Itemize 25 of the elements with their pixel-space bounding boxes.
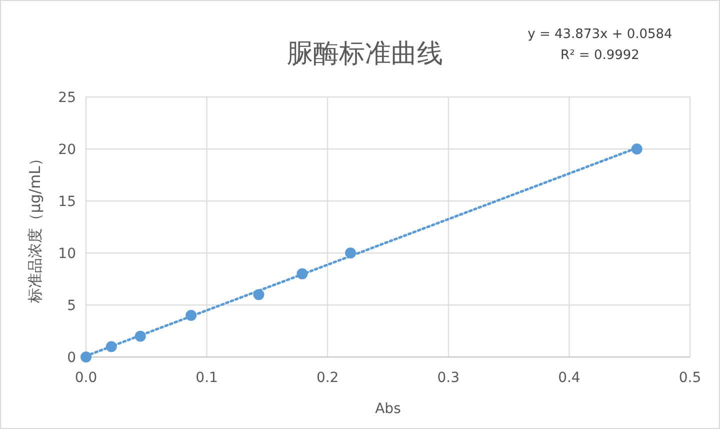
point (106, 341, 117, 352)
point (80, 352, 92, 362)
x-tick-label: 0.3 (437, 370, 460, 386)
y-tick-label: 0 (67, 350, 76, 366)
text: y = 43.873x + 0.0584 (528, 27, 672, 42)
y-tick-label: 5 (67, 298, 76, 314)
x-axis-title: Abs (375, 401, 401, 417)
y-axis-title: 标准品浓度（μg/mL） (26, 150, 44, 304)
point (253, 289, 264, 300)
point (345, 248, 356, 258)
point (186, 310, 197, 321)
x-tick-label: 0.0 (74, 370, 98, 386)
y-tick-label: 10 (58, 246, 76, 262)
point (296, 268, 308, 280)
y-tick-label: 20 (58, 142, 76, 158)
y-tick-label: 25 (58, 90, 76, 106)
chart-title: 脲酶标准曲线 (287, 39, 443, 69)
x-tick-label: 0.5 (678, 370, 702, 386)
x-tick-label: 0.4 (558, 370, 580, 386)
x-tick-label: 0.2 (316, 370, 339, 386)
point (631, 144, 642, 154)
x-tick-label: 0.1 (196, 370, 218, 386)
y-tick-label: 15 (58, 194, 76, 210)
point (134, 330, 146, 342)
text: R² = 0.9992 (560, 48, 640, 63)
